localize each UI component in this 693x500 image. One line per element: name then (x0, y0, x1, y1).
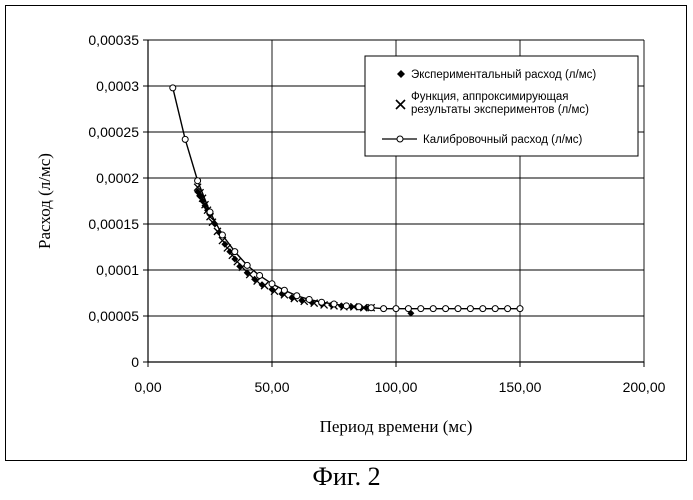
calibration-point (257, 273, 263, 279)
x-tick-label: 150,00 (499, 379, 542, 395)
y-tick-label: 0,00035 (88, 32, 139, 48)
calibration-point (405, 306, 411, 312)
calibration-point (294, 293, 300, 299)
calibration-point (443, 306, 449, 312)
calibration-point (207, 209, 213, 215)
y-tick-label: 0,0002 (96, 170, 139, 186)
y-tick-label: 0,0001 (96, 262, 139, 278)
legend-item-experimental: Экспериментальный расход (л/мс) (397, 69, 596, 81)
legend: Экспериментальный расход (л/мс) Функция,… (365, 56, 638, 156)
calibration-point (343, 303, 349, 309)
legend-label-approximation: Функция, аппроксимирующаярезультаты эксп… (411, 91, 589, 116)
figure-caption: Фиг. 2 (0, 462, 693, 492)
calibration-point (517, 306, 523, 312)
calibration-point (480, 306, 486, 312)
x-tick-label: 200,00 (623, 379, 666, 395)
calibration-point (455, 306, 461, 312)
calibration-point (467, 306, 473, 312)
x-tick-label: 50,00 (254, 379, 289, 395)
legend-label-line: Функция, аппроксимирующая (411, 91, 569, 103)
x-axis-title: Период времени (мс) (320, 417, 473, 436)
calibration-point (219, 232, 225, 238)
calibration-point (182, 136, 188, 142)
calibration-point (381, 306, 387, 312)
legend-circle-marker (397, 136, 403, 142)
y-tick-label: 0,00005 (88, 308, 139, 324)
y-tick-label: 0,00015 (88, 216, 139, 232)
calibration-point (418, 306, 424, 312)
x-tick-label: 0,00 (134, 379, 161, 395)
calibration-point (306, 296, 312, 302)
calibration-point (232, 249, 238, 255)
calibration-point (393, 306, 399, 312)
calibration-point (331, 301, 337, 307)
legend-label-experimental: Экспериментальный расход (л/мс) (411, 69, 596, 81)
y-tick-label: 0,00025 (88, 124, 139, 140)
y-tick-label: 0 (131, 354, 139, 370)
calibration-point (195, 178, 201, 184)
calibration-point (269, 281, 275, 287)
legend-item-approximation: Функция, аппроксимирующаярезультаты эксп… (396, 91, 589, 116)
calibration-point (356, 304, 362, 310)
calibration-point (368, 305, 374, 311)
calibration-point (430, 306, 436, 312)
calibration-point (505, 306, 511, 312)
legend-label-line: результаты экспериментов (л/мс) (411, 104, 589, 116)
calibration-point (492, 306, 498, 312)
calibration-point (319, 299, 325, 305)
x-tick-label: 100,00 (375, 379, 418, 395)
calibration-point (281, 287, 287, 293)
y-axis-title: Расход (л/мс) (35, 153, 54, 249)
calibration-point (244, 262, 250, 268)
legend-label-calibration: Калибровочный расход (л/мс) (423, 134, 583, 146)
calibration-point (170, 85, 176, 91)
y-tick-label: 0,0003 (96, 78, 139, 94)
chart: 0 0,00005 0,0001 0,00015 0,0002 0,00025 0,0003… (0, 0, 693, 462)
